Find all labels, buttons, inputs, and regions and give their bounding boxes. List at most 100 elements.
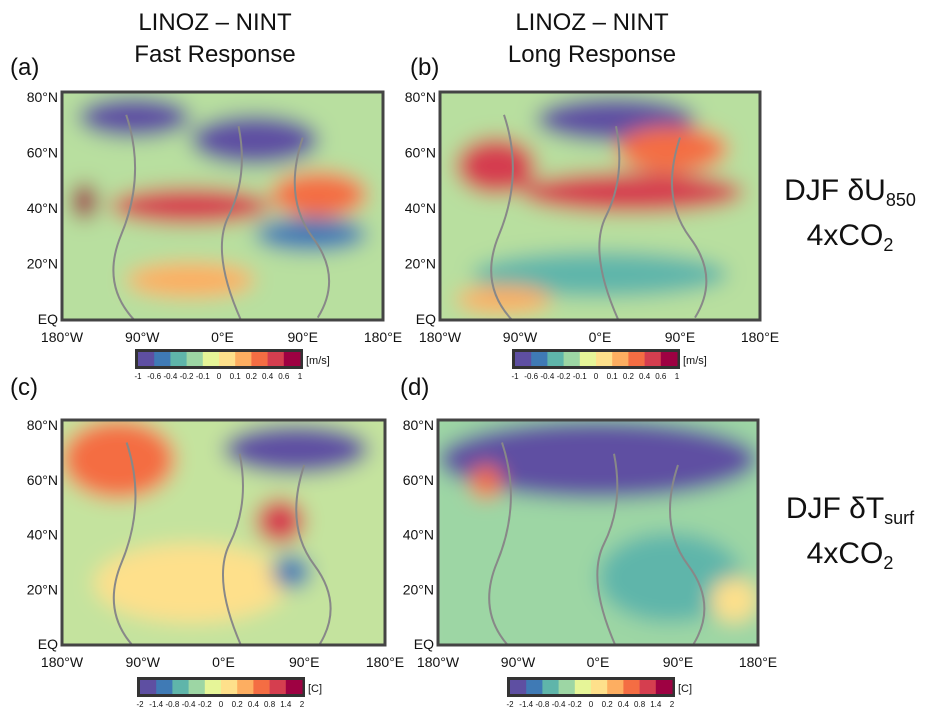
map: [440, 92, 760, 320]
lon-label: 0°E: [211, 329, 234, 345]
colorbar-tick: 0.4: [248, 700, 260, 709]
anomaly: [126, 263, 255, 298]
panel-label: (b): [410, 54, 439, 81]
colorbar-tick: -0.4: [552, 700, 566, 709]
lon-label: 180°W: [41, 654, 84, 670]
anomaly: [94, 543, 289, 623]
column-title: LINOZ – NINT: [515, 9, 669, 36]
lat-label: 20°N: [403, 581, 434, 597]
colorbar-segment: [219, 352, 236, 366]
colorbar-tick: 0.8: [634, 700, 646, 709]
lon-label: 0°E: [212, 654, 235, 670]
colorbar-tick: 0: [219, 700, 224, 709]
colorbar-tick: 0.6: [278, 372, 290, 381]
anomaly: [598, 532, 742, 623]
lat-label: 40°N: [403, 527, 434, 543]
panel-label: (a): [10, 54, 39, 81]
colorbar-tick: 2: [670, 700, 675, 709]
colorbar-segment: [156, 680, 173, 694]
colorbar-tick: -0.8: [536, 700, 550, 709]
colorbar-segment: [644, 352, 662, 366]
colorbar-segment: [660, 352, 678, 366]
colorbar-segment: [510, 680, 527, 694]
map-frame: [438, 90, 762, 322]
anomaly: [271, 555, 311, 589]
colorbar-tick: -0.4: [182, 700, 196, 709]
colorbar-tick: 1: [298, 372, 303, 381]
anomaly: [438, 420, 758, 499]
anomaly: [223, 424, 369, 474]
colorbar-segment: [269, 680, 287, 694]
coastline: [112, 442, 332, 645]
colorbar-segment: [623, 680, 641, 694]
colorbar-tick: 1.4: [650, 700, 662, 709]
colorbar-segment: [237, 680, 254, 694]
colorbar-segment: [639, 680, 657, 694]
coastline: [490, 114, 708, 320]
colorbar-unit: [m/s]: [683, 355, 707, 367]
lat-label: 40°N: [27, 527, 58, 543]
lat-label: 40°N: [405, 200, 436, 216]
colorbar-segment: [172, 680, 190, 694]
colorbar-tick: -0.4: [164, 372, 178, 381]
colorbar-tick: -0.2: [198, 700, 212, 709]
colorbar-segment: [251, 352, 269, 366]
colorbar-segment: [591, 680, 608, 694]
anomaly: [470, 465, 502, 499]
colorbar-tick: 0.6: [655, 372, 667, 381]
lat-label: 80°N: [403, 417, 434, 433]
lat-label: EQ: [38, 636, 58, 652]
colorbar-tick: 0.4: [262, 372, 274, 381]
anomaly: [110, 187, 271, 225]
colorbar-tick: -1: [134, 372, 142, 381]
colorbar-segment: [574, 680, 592, 694]
colorbar-segment: [563, 352, 581, 366]
colorbar-segment: [170, 352, 188, 366]
lon-label: 180°E: [741, 329, 779, 345]
colorbar-segment: [596, 352, 613, 366]
row-label: 4xCO2: [807, 537, 894, 573]
colorbar-segment: [188, 680, 206, 694]
colorbar-segment: [267, 352, 285, 366]
anomaly: [472, 251, 728, 298]
colorbar-unit: [C]: [678, 683, 692, 695]
colorbar-segment: [253, 680, 271, 694]
colorbar-segment: [515, 352, 532, 366]
lat-label: 80°N: [27, 89, 58, 105]
colorbar-tick: 0.1: [230, 372, 242, 381]
lat-label: 80°N: [405, 89, 436, 105]
lon-label: 180°E: [364, 329, 402, 345]
colorbar-tick: -0.2: [180, 372, 194, 381]
row-label: 4xCO2: [807, 219, 894, 255]
coastline: [488, 442, 706, 645]
colorbar-tick: 0.4: [618, 700, 630, 709]
map: [438, 420, 758, 645]
column-subtitle: Fast Response: [134, 41, 295, 68]
lon-label: 90°W: [126, 654, 161, 670]
colorbar-segment: [221, 680, 238, 694]
row-label: DJF δU850: [784, 174, 916, 210]
lat-label: 40°N: [27, 200, 58, 216]
lon-label: 180°W: [417, 654, 460, 670]
lon-label: 0°E: [589, 329, 612, 345]
colorbar-unit: [C]: [308, 683, 322, 695]
colorbar-tick: 1: [675, 372, 680, 381]
lat-label: 20°N: [405, 256, 436, 272]
lon-label: 90°W: [125, 329, 160, 345]
map-frame: [436, 418, 760, 647]
colorbar-tick: 0.4: [639, 372, 651, 381]
colorbar-tick: -0.2: [568, 700, 582, 709]
panel-label: (c): [10, 374, 38, 401]
lon-label: 90°E: [287, 329, 318, 345]
colorbar-tick: 1.4: [280, 700, 292, 709]
lon-label: 90°E: [289, 654, 320, 670]
colorbar-segment: [612, 352, 629, 366]
row-label: DJF δTsurf: [786, 492, 915, 528]
colorbar-tick: -0.2: [557, 372, 571, 381]
colorbar-segment: [186, 352, 204, 366]
colorbar-unit: [m/s]: [306, 355, 330, 367]
lat-label: 80°N: [27, 417, 58, 433]
anomaly: [616, 126, 728, 172]
lat-label: 60°N: [405, 145, 436, 161]
